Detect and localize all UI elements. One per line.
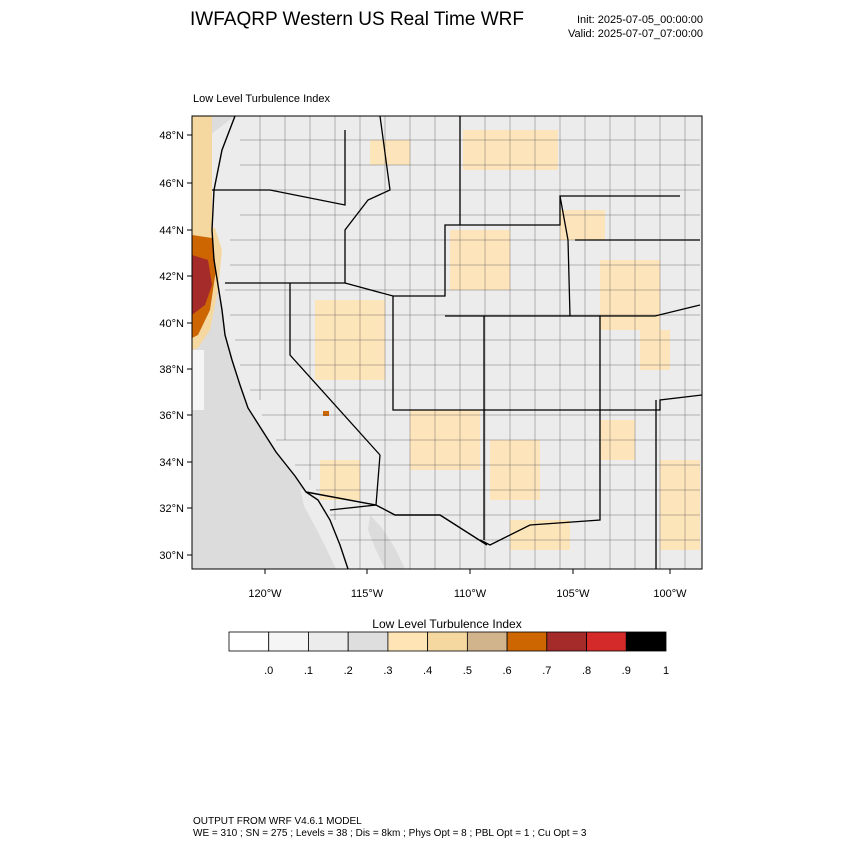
lon-tick-label: 110°W xyxy=(454,588,487,600)
colorbar-box xyxy=(228,631,270,652)
lat-tick-label: 48°N xyxy=(159,130,184,142)
lat-tick-label: 44°N xyxy=(159,225,184,237)
map-frame xyxy=(191,115,703,570)
colorbar-box xyxy=(387,631,429,652)
colorbar-label: .5 xyxy=(463,665,472,677)
lat-axis: 48°N 46°N 44°N 42°N 40°N 38°N 36°N 34°N 32°N 30°N xyxy=(159,130,192,562)
hotspot xyxy=(323,411,329,416)
lat-tick-label: 32°N xyxy=(159,503,184,515)
colorbar-box xyxy=(427,631,468,652)
colorbar-label: .2 xyxy=(344,665,353,677)
colorbar-box xyxy=(506,631,548,652)
colorbar-box xyxy=(466,631,508,652)
lat-tick-label: 30°N xyxy=(159,550,184,562)
run-info: Init: 2025-07-05_00:00:00 Valid: 2025-07… xyxy=(568,13,703,41)
colorbar xyxy=(228,631,667,652)
lon-axis: 120°W 115°W 110°W 105°W 100°W xyxy=(248,569,687,600)
lat-tick-label: 46°N xyxy=(159,178,184,190)
colorbar-label: .1 xyxy=(304,665,313,677)
state-boundaries xyxy=(212,116,702,569)
colorbar-box xyxy=(546,631,587,652)
gulf-of-california xyxy=(368,515,405,569)
colorbar-box xyxy=(308,631,349,652)
lat-tick-label: 38°N xyxy=(159,364,184,376)
footer-model: OUTPUT FROM WRF V4.6.1 MODEL xyxy=(193,816,362,827)
main-title: IWFAQRP Western US Real Time WRF xyxy=(190,9,524,30)
footer: OUTPUT FROM WRF V4.6.1 MODEL WE = 310 ; … xyxy=(193,816,586,840)
colorbar-box xyxy=(586,631,627,652)
valid-time: Valid: 2025-07-07_07:00:00 xyxy=(568,28,703,40)
lat-tick-label: 36°N xyxy=(159,410,184,422)
mexico-border xyxy=(305,491,488,546)
lat-tick-label: 34°N xyxy=(159,457,184,469)
lat-tick-label: 42°N xyxy=(159,271,184,283)
colorbar-label: .7 xyxy=(542,665,551,677)
lon-tick-label: 105°W xyxy=(556,588,590,600)
colorbar-label: .3 xyxy=(383,665,392,677)
county-lines xyxy=(225,116,700,569)
colorbar-box xyxy=(625,631,667,652)
footer-config: WE = 310 ; SN = 275 ; Levels = 38 ; Dis … xyxy=(193,828,587,839)
coastal-turbulence xyxy=(192,116,222,410)
colorbar-labels: .0 .1 .2 .3 .4 .5 .6 .7 .8 .9 1 xyxy=(264,665,669,677)
colorbar-title: Low Level Turbulence Index xyxy=(372,617,521,631)
coastline xyxy=(211,116,349,569)
colorbar-label: .4 xyxy=(423,665,432,677)
lon-tick-label: 100°W xyxy=(653,588,687,600)
colorbar-label: .8 xyxy=(582,665,591,677)
map-panel xyxy=(192,116,702,569)
lon-tick-label: 115°W xyxy=(351,588,384,600)
colorbar-label: 1 xyxy=(663,665,669,677)
field-title: Low Level Turbulence Index xyxy=(193,93,330,105)
colorbar-box xyxy=(347,631,389,652)
init-time: Init: 2025-07-05_00:00:00 xyxy=(577,14,703,26)
baja xyxy=(300,488,348,569)
colorbar-label: .0 xyxy=(264,665,273,677)
lon-tick-label: 120°W xyxy=(248,588,282,600)
colorbar-box xyxy=(268,631,309,652)
lat-tick-label: 40°N xyxy=(159,318,184,330)
colorbar-label: .9 xyxy=(622,665,631,677)
colorbar-label: .6 xyxy=(502,665,511,677)
